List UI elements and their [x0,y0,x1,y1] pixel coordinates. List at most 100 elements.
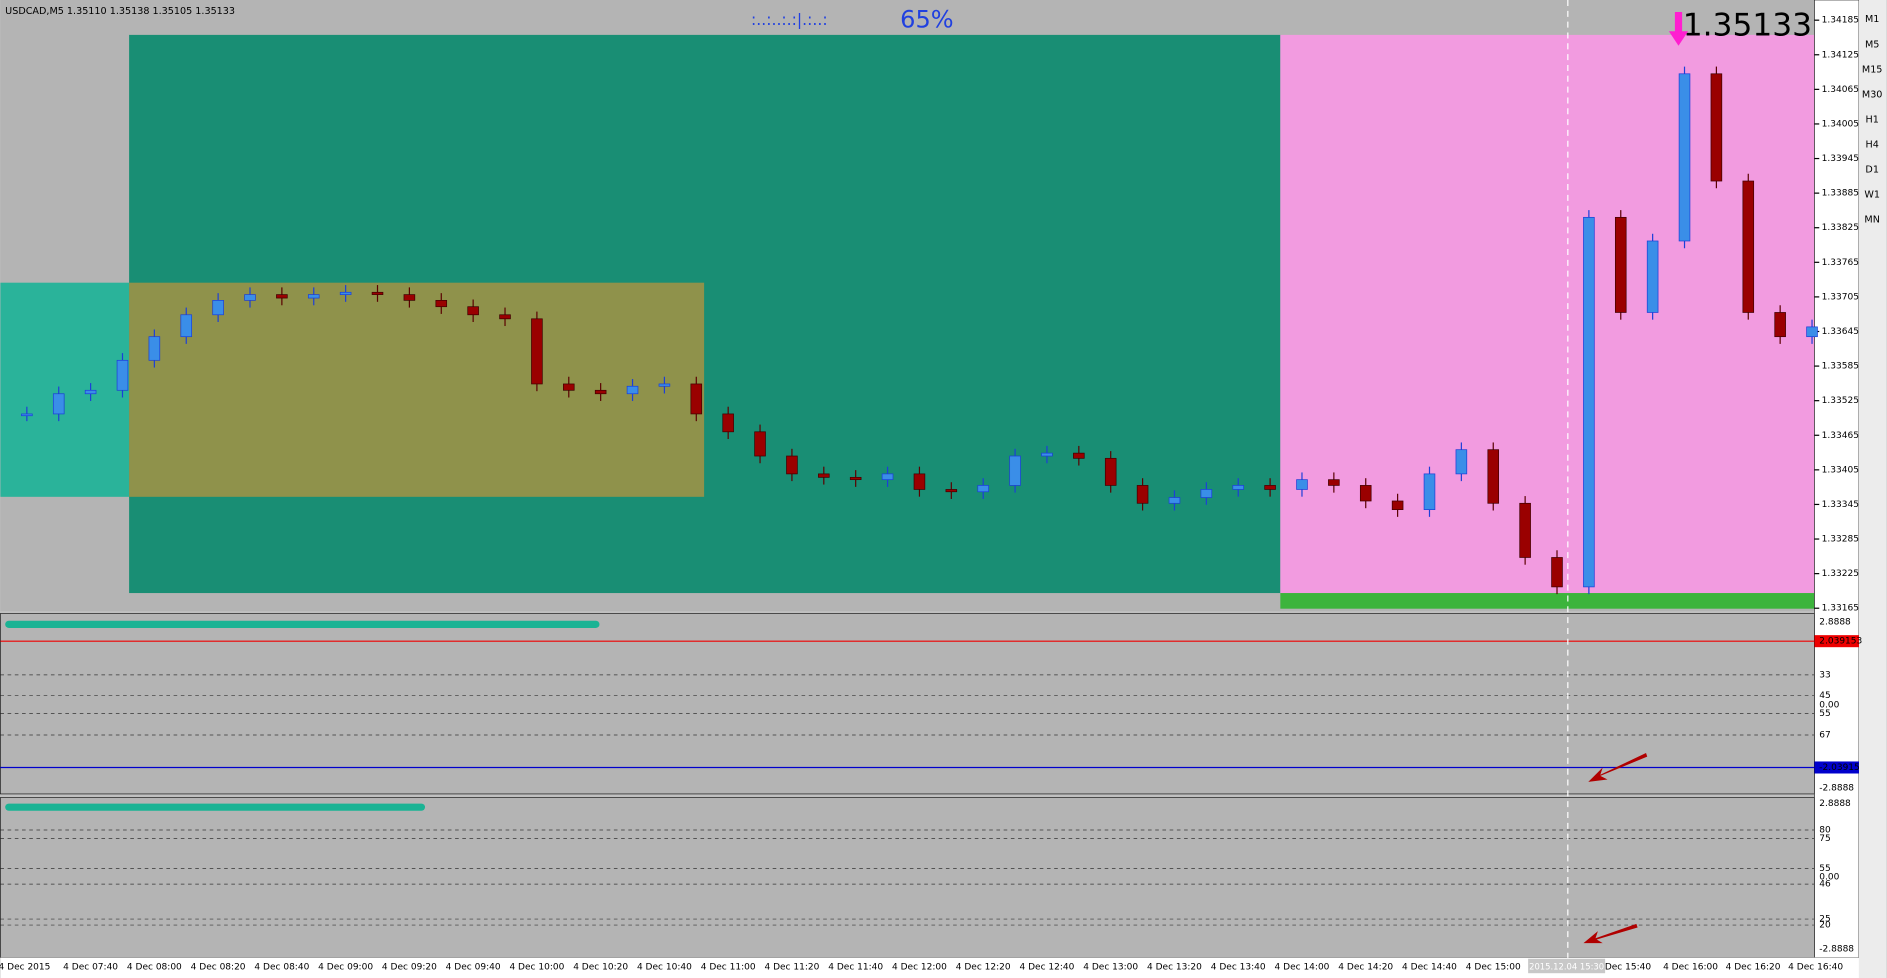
indicator-level: 33 [1819,670,1831,680]
session-bar [1280,593,1815,609]
indicator-level: 67 [1819,731,1830,741]
indicator-level: 0.00 [1819,872,1839,882]
indicator-level: 2.8888 [1819,799,1851,809]
indicator-level: 80 [1819,826,1831,836]
symbol-info: USDCAD,M5 1.35110 1.35138 1.35105 1.3513… [5,6,235,17]
indicator-level: -2.03915 [1819,763,1860,773]
candle [1678,73,1691,242]
indicator-level: 2.8888 [1819,617,1851,627]
candle [84,389,97,395]
candle [1806,326,1818,338]
timeframe-button: M1 [1865,14,1879,25]
candle [276,294,288,299]
cursor-time-tag [1528,958,1606,974]
time-label: 4 Dec 09:00 [318,963,373,973]
level-tag [1814,761,1859,774]
candle [435,300,448,308]
candle [594,389,607,395]
candle [945,489,958,493]
price-label: 1.33165 [1822,604,1859,614]
price-label: 1.33225 [1822,569,1859,579]
time-label: 4 Dec 16:20 [1726,963,1781,973]
indicator-panel [0,797,1815,958]
candle [1551,557,1563,588]
candle [116,359,129,391]
candle [626,385,639,395]
candle [818,473,830,478]
candle [881,473,894,481]
signal-percent: 65% [900,5,953,33]
time-label: 4 Dec 09:40 [446,963,501,973]
price-label: 1.33945 [1822,154,1859,164]
candle [1200,489,1213,498]
time-label: 4 Dec 14:20 [1338,963,1393,973]
candle [1136,485,1149,504]
price-label: 1.34125 [1822,50,1859,60]
candle [1710,73,1723,182]
candle [1391,500,1404,510]
candle [339,291,352,295]
indicator-level: 25 [1819,915,1830,925]
candle [1104,457,1117,486]
candle [467,306,479,316]
time-label: 4 Dec 13:40 [1211,963,1266,973]
price-scale [1814,0,1860,958]
candle [148,336,161,361]
price-label: 1.33885 [1822,189,1859,199]
candle [531,318,543,385]
timeframe-button: MN [1864,214,1879,225]
candle [1168,497,1181,504]
candle [786,455,798,475]
candle [403,294,416,301]
indicator-level: 55 [1819,864,1830,874]
price-label: 1.33525 [1822,396,1859,406]
last-price: 1.35133 [1683,7,1812,43]
range-box [129,282,705,497]
time-label: 4 Dec 11:00 [701,963,756,973]
timeframe-button: D1 [1865,164,1879,175]
cursor-time: 2015.12.04 15:30 [1529,962,1604,972]
candle [1583,216,1595,588]
candle [563,383,575,391]
candle [977,485,989,493]
time-label: 4 Dec 13:00 [1083,963,1138,973]
time-label: 4 Dec 15:00 [1466,963,1521,973]
candle [307,294,320,299]
timeframe-button: W1 [1864,189,1880,200]
indicator-level: 0.00 [1819,700,1839,710]
price-label: 1.33825 [1822,223,1859,233]
indicator-level: 45 [1819,691,1830,701]
candle [21,413,33,417]
candle [849,476,862,481]
toolbar [1858,0,1887,978]
candle [754,431,766,457]
time-label: 4 Dec 12:20 [956,963,1011,973]
indicator-level: 20 [1819,921,1831,931]
candle [1009,455,1021,486]
candle [658,383,671,387]
signal-dots: :..:..:.:|.:..: [751,10,828,29]
indicator-level: -2.8888 [1819,945,1854,955]
candle [1264,485,1276,490]
time-label: 4 Dec 09:20 [382,963,437,973]
price-label: 1.34005 [1822,119,1859,129]
time-label: 4 Dec 2015 [0,963,50,973]
candle [1774,312,1786,338]
candle [180,314,193,338]
candle [1232,485,1244,490]
time-label: 4 Dec 10:00 [509,963,564,973]
indicator-level: 46 [1819,880,1831,890]
candle [1455,449,1468,475]
candle [722,413,734,433]
indicator-bar [5,620,600,628]
candle [1328,479,1340,486]
price-label: 1.33585 [1822,362,1859,372]
candle [1614,216,1627,313]
time-label: 4 Dec 14:40 [1402,963,1457,973]
candle [244,294,256,301]
candle [52,393,65,415]
time-label: 4 Dec 12:00 [892,963,947,973]
session-zone [1280,34,1815,594]
time-label: 4 Dec 10:40 [637,963,692,973]
